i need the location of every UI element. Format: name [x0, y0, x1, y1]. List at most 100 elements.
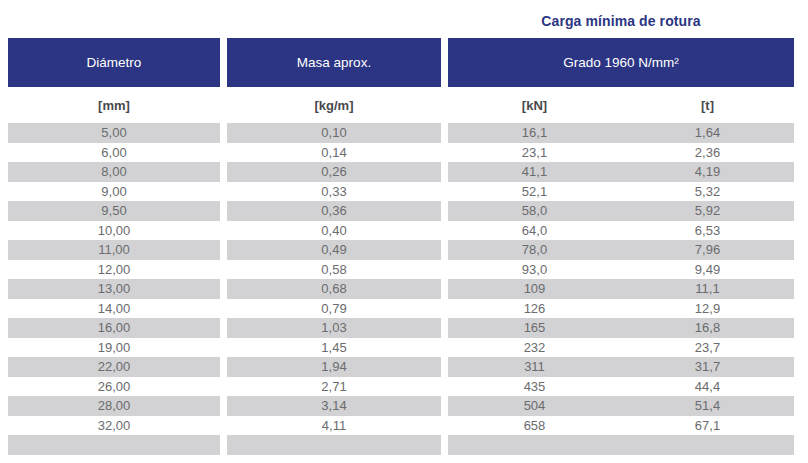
- units-row: [mm] [kg/m] [kN] [t]: [8, 87, 808, 123]
- table-row: 12,00 0,58 93,09,49: [8, 260, 808, 280]
- cell-load-t: 11,1: [621, 279, 794, 299]
- cell-group-breaking-load: 43544,4: [448, 377, 794, 397]
- cell-mass-kg-per-m: 0,36: [227, 201, 441, 221]
- cell-diameter-mm: 11,00: [8, 240, 220, 260]
- cell-load-kn: 504: [448, 396, 621, 416]
- cell-group-breaking-load: 23223,7: [448, 338, 794, 358]
- cell-diameter-mm: 32,00: [8, 416, 220, 436]
- cell-group-breaking-load: 23,12,36: [448, 143, 794, 163]
- cell-group-breaking-load: 52,15,32: [448, 182, 794, 202]
- cell-mass-kg-per-m: 0,10: [227, 123, 441, 143]
- cell-diameter-mm: 9,50: [8, 201, 220, 221]
- table-row: 28,00 3,14 50451,4: [8, 396, 808, 416]
- cell-mass-kg-per-m: 0,26: [227, 162, 441, 182]
- cell-load-kn: 78,0: [448, 240, 621, 260]
- cell-group-breaking-load: 16516,8: [448, 318, 794, 338]
- cell-diameter-mm: 12,00: [8, 260, 220, 280]
- cell-load-kn: 52,1: [448, 182, 621, 202]
- unit-label-mm: [mm]: [8, 87, 220, 123]
- cell-load-kn: 311: [448, 357, 621, 377]
- cell-group-breaking-load: 64,06,53: [448, 221, 794, 241]
- cell-mass-kg-per-m: 1,94: [227, 357, 441, 377]
- cell-diameter-mm: 10,00: [8, 221, 220, 241]
- column-header-grado-1960: Grado 1960 N/mm²: [448, 38, 794, 87]
- cell-mass-kg-per-m: 0,68: [227, 279, 441, 299]
- column-header-diametro: Diámetro: [8, 38, 220, 87]
- cell-load-t: 9,49: [621, 260, 794, 280]
- cell-diameter-mm: 16,00: [8, 318, 220, 338]
- cell-group-breaking-load: 41,14,19: [448, 162, 794, 182]
- cell-load-t: 67,1: [621, 416, 794, 436]
- cell-mass-kg-per-m: 1,45: [227, 338, 441, 358]
- cell-diameter-mm: 8,00: [8, 162, 220, 182]
- cell-group-breaking-load: 93,09,49: [448, 260, 794, 280]
- table-row: 6,00 0,14 23,12,36: [8, 143, 808, 163]
- table-row: 16,001,0316516,8: [8, 318, 808, 338]
- cell-load-t: 6,53: [621, 221, 794, 241]
- cell-load-t: 51,4: [621, 396, 794, 416]
- table-row: 9,50 0,36 58,05,92: [8, 201, 808, 221]
- table-row: 22,00 1,94 31131,7: [8, 357, 808, 377]
- cell-mass-kg-per-m: 0,58: [227, 260, 441, 280]
- cell-mass-kg-per-m: [227, 435, 441, 455]
- table-title: Carga mínima de rotura: [448, 0, 794, 29]
- unit-label-kn: [kN]: [448, 87, 621, 123]
- cell-load-t: 16,8: [621, 318, 794, 338]
- rope-spec-table-page: Carga mínima de rotura Diámetro Masa apr…: [0, 0, 808, 463]
- cell-diameter-mm: 22,00: [8, 357, 220, 377]
- cell-load-t: 5,92: [621, 201, 794, 221]
- table-row: 11,00 0,49 78,07,96: [8, 240, 808, 260]
- cell-load-t: 5,32: [621, 182, 794, 202]
- cell-group-breaking-load: 65867,1: [448, 416, 794, 436]
- cell-load-kn: 58,0: [448, 201, 621, 221]
- cell-mass-kg-per-m: 3,14: [227, 396, 441, 416]
- table-row: 13,00 0,68 10911,1: [8, 279, 808, 299]
- cell-load-t: 44,4: [621, 377, 794, 397]
- cell-diameter-mm: 13,00: [8, 279, 220, 299]
- cell-mass-kg-per-m: 2,71: [227, 377, 441, 397]
- cell-group-breaking-load: 16,11,64: [448, 123, 794, 143]
- cell-group-breaking-load: 78,07,96: [448, 240, 794, 260]
- table-row: 10,000,4064,06,53: [8, 221, 808, 241]
- cell-load-kn: 658: [448, 416, 621, 436]
- cell-load-kn: 93,0: [448, 260, 621, 280]
- cell-diameter-mm: 19,00: [8, 338, 220, 358]
- cell-load-kn: 232: [448, 338, 621, 358]
- cell-load-kn: 435: [448, 377, 621, 397]
- cell-mass-kg-per-m: 4,11: [227, 416, 441, 436]
- cell-diameter-mm: 14,00: [8, 299, 220, 319]
- cell-load-kn: 126: [448, 299, 621, 319]
- cell-load-t: [621, 435, 794, 455]
- table-row: 19,00 1,45 23223,7: [8, 338, 808, 358]
- cell-load-kn: 64,0: [448, 221, 621, 241]
- cell-load-t: 23,7: [621, 338, 794, 358]
- cell-group-breaking-load: 58,05,92: [448, 201, 794, 221]
- unit-label-kg-per-m: [kg/m]: [227, 87, 441, 123]
- cell-group-breaking-load: 50451,4: [448, 396, 794, 416]
- cell-mass-kg-per-m: 0,79: [227, 299, 441, 319]
- cell-group-breaking-load: [448, 435, 794, 455]
- cell-load-kn: 165: [448, 318, 621, 338]
- cell-load-kn: 23,1: [448, 143, 621, 163]
- table-row: [8, 435, 808, 455]
- cell-load-t: 31,7: [621, 357, 794, 377]
- cell-load-t: 4,19: [621, 162, 794, 182]
- cell-load-kn: 109: [448, 279, 621, 299]
- cell-diameter-mm: 5,00: [8, 123, 220, 143]
- cell-group-breaking-load: 10911,1: [448, 279, 794, 299]
- cell-mass-kg-per-m: 0,33: [227, 182, 441, 202]
- cell-load-kn: [448, 435, 621, 455]
- cell-mass-kg-per-m: 0,49: [227, 240, 441, 260]
- units-load-group: [kN] [t]: [448, 87, 794, 123]
- table-row: 5,00 0,10 16,11,64: [8, 123, 808, 143]
- cell-diameter-mm: 28,00: [8, 396, 220, 416]
- cell-load-t: 7,96: [621, 240, 794, 260]
- cell-diameter-mm: 6,00: [8, 143, 220, 163]
- cell-load-kn: 16,1: [448, 123, 621, 143]
- cell-group-breaking-load: 31131,7: [448, 357, 794, 377]
- column-header-masa-aprox: Masa aprox.: [227, 38, 441, 87]
- unit-label-t: [t]: [621, 87, 794, 123]
- cell-mass-kg-per-m: 0,14: [227, 143, 441, 163]
- cell-diameter-mm: 26,00: [8, 377, 220, 397]
- table-row: 32,00 4,11 65867,1: [8, 416, 808, 436]
